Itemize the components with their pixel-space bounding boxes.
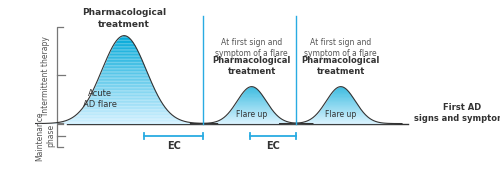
Text: First AD
signs and symptoms: First AD signs and symptoms bbox=[414, 103, 500, 123]
Text: EC: EC bbox=[266, 141, 280, 151]
Text: Pharmacological
treatment: Pharmacological treatment bbox=[302, 56, 380, 76]
Text: Acute
AD flare: Acute AD flare bbox=[83, 89, 117, 109]
Text: At first sign and
symptom of a flare: At first sign and symptom of a flare bbox=[216, 38, 288, 58]
Text: Flare up: Flare up bbox=[236, 110, 268, 119]
Text: Flare up: Flare up bbox=[325, 110, 356, 119]
Text: Maintenance
phase: Maintenance phase bbox=[36, 111, 55, 161]
Text: At first sign and
symptom of a flare: At first sign and symptom of a flare bbox=[304, 38, 377, 58]
Text: Pharmacological
treatment: Pharmacological treatment bbox=[212, 56, 291, 76]
Text: Pharmacological
treatment: Pharmacological treatment bbox=[82, 9, 166, 29]
Text: EC: EC bbox=[167, 141, 180, 151]
Text: Intermittent therapy: Intermittent therapy bbox=[40, 36, 50, 115]
